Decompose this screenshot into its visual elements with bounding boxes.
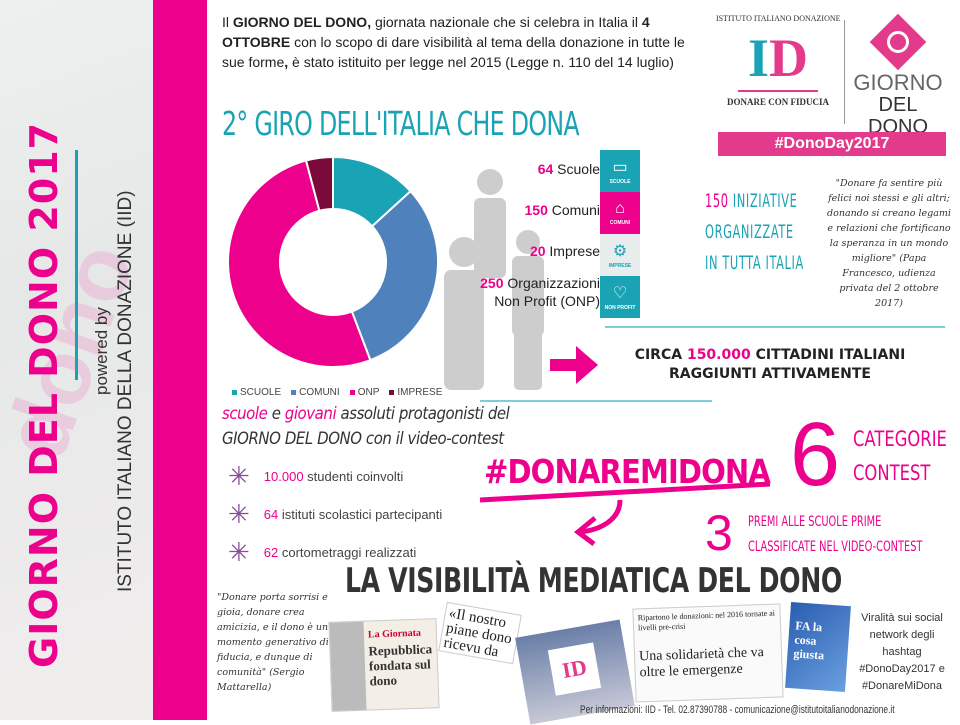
iid-logo: ISTITUTO ITALIANO DONAZIONE ID DONARE CO… bbox=[716, 14, 841, 124]
powered-by: powered by bbox=[92, 307, 111, 395]
asterisk-icon: ✳ bbox=[228, 461, 250, 491]
mattarella-quote: "Donare porta sorrisi e gioia, donare cr… bbox=[217, 592, 329, 693]
bullet-item: ✳ 62 cortometraggi realizzati bbox=[228, 537, 417, 567]
logo-arc-text: ISTITUTO ITALIANO DONAZIONE bbox=[716, 14, 841, 23]
legend-label: ONP bbox=[357, 387, 380, 398]
legend-item: COMUNI bbox=[291, 387, 340, 398]
id-mark: ID bbox=[747, 28, 808, 88]
legend-swatch bbox=[232, 389, 237, 395]
three-number: 3 bbox=[705, 505, 733, 561]
gears-icon: ⚙ IMPRESE bbox=[600, 234, 640, 276]
divider bbox=[605, 326, 945, 328]
divider bbox=[75, 150, 78, 380]
giorno-del-dono-logo: GIORNO DEL DONO bbox=[848, 12, 948, 138]
stat-comuni: 150 Comuni bbox=[524, 202, 601, 218]
curved-arrow-icon bbox=[479, 481, 771, 546]
book-icon: ▭ SCUOLE bbox=[600, 150, 640, 192]
people-icon bbox=[444, 169, 544, 390]
asterisk-icon: ✳ bbox=[228, 537, 250, 567]
press-clipping: La Giornata Repubblica fondata sul dono bbox=[328, 618, 440, 712]
donut-slice-onp bbox=[228, 159, 372, 368]
visibility-title: LA VISIBILITÀ MEDIATICA DEL DONO bbox=[345, 561, 842, 601]
diamond-icon bbox=[869, 13, 927, 71]
legend-item: ONP bbox=[349, 387, 380, 398]
press-clipping: Ripartono le donazioni: nel 2016 tornate… bbox=[632, 603, 784, 703]
six-number: 6 bbox=[790, 405, 841, 505]
logos: ISTITUTO ITALIANO DONAZIONE ID DONARE CO… bbox=[708, 8, 946, 156]
dono-day-hashtag: #DonoDay2017 bbox=[718, 132, 946, 156]
institute-name: ISTITUTO ITALIANO DELLA DONAZIONE (IID) bbox=[115, 190, 136, 592]
logo-tagline: DONARE CON FIDUCIA bbox=[726, 97, 829, 107]
giro-title: 2° GIRO DELL'ITALIA CHE DONA bbox=[222, 104, 580, 143]
legend-item: SCUOLE bbox=[232, 387, 281, 398]
donut-slice-comuni bbox=[350, 189, 438, 362]
legend-label: COMUNI bbox=[299, 387, 340, 398]
legend-swatch bbox=[291, 389, 297, 395]
press-clipping: «Il nostro piane dono ricevu da co bbox=[438, 601, 522, 665]
bullet-item: ✳ 10.000 studenti coinvolti bbox=[228, 461, 404, 491]
legend-swatch bbox=[349, 389, 355, 395]
legend-label: IMPRESE bbox=[397, 387, 443, 398]
circa-cittadini: CIRCA 150.000 CITTADINI ITALIANI RAGGIUNT… bbox=[634, 347, 906, 382]
papa-quote: "Donare fa sentire più felici noi stessi… bbox=[827, 178, 951, 309]
donut-chart bbox=[228, 155, 438, 368]
asterisk-icon: ✳ bbox=[228, 499, 250, 529]
stat-onp: 250 Organizzazioni Non Profit (ONP) bbox=[480, 275, 600, 309]
footer-info: Per informazioni: IID - Tel. 02.87390788… bbox=[580, 704, 895, 716]
premi-text: PREMI ALLE SCUOLE PRIME CLASSIFICATE NEL … bbox=[748, 514, 923, 555]
intro-text: Il GIORNO DEL DONO, giornata nazionale c… bbox=[222, 14, 685, 70]
gdd-line1: GIORNO bbox=[853, 70, 943, 95]
bullet-item: ✳ 64 istituti scolastici partecipanti bbox=[228, 499, 443, 529]
category-icons: ▭ SCUOLE ⌂ COMUNI ⚙ IMPRESE ♡ NON PROFIT bbox=[600, 150, 640, 318]
legend-swatch bbox=[389, 389, 395, 395]
divider bbox=[480, 400, 712, 402]
side-title: GIORNO DEL DONO 2017 bbox=[22, 121, 66, 668]
viral-text: Viralità sui social network degli hashta… bbox=[859, 612, 945, 692]
arrow-right-icon bbox=[550, 346, 598, 384]
stat-scuole: 64 Scuole bbox=[537, 161, 600, 177]
chart-legend: SCUOLE COMUNI ONP IMPRESE bbox=[232, 387, 442, 398]
categorie-contest: CATEGORIE CONTEST bbox=[853, 427, 947, 485]
video-contest-text: scuole e giovani assoluti protagonisti d… bbox=[222, 404, 510, 449]
donut-slice-imprese bbox=[304, 155, 334, 212]
legend-item: IMPRESE bbox=[389, 387, 442, 398]
iniziative-text: 150 INIZIATIVE ORGANIZZATE IN TUTTA ITALIA bbox=[705, 190, 804, 274]
pink-bar bbox=[153, 0, 207, 720]
tv-screenshot: FA la cosa giusta bbox=[785, 602, 851, 692]
building-icon: ⌂ COMUNI bbox=[600, 192, 640, 234]
heart-icon: ♡ NON PROFIT bbox=[600, 276, 640, 318]
legend-label: SCUOLE bbox=[240, 387, 282, 398]
stat-imprese: 20 Imprese bbox=[529, 243, 600, 259]
